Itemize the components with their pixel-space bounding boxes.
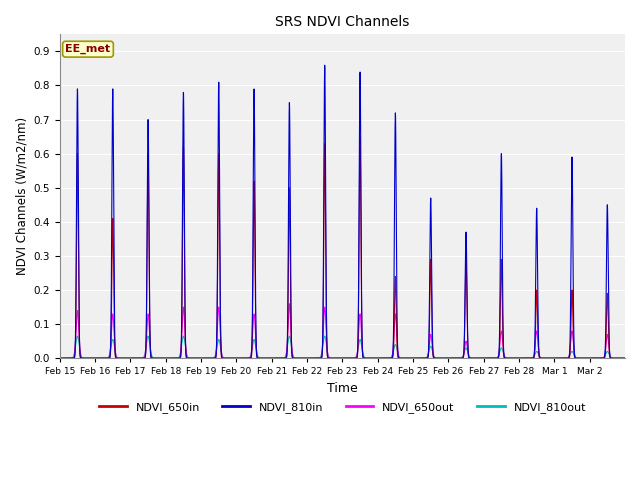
X-axis label: Time: Time bbox=[327, 382, 358, 395]
Title: SRS NDVI Channels: SRS NDVI Channels bbox=[275, 15, 410, 29]
Y-axis label: NDVI Channels (W/m2/nm): NDVI Channels (W/m2/nm) bbox=[15, 117, 28, 276]
Text: EE_met: EE_met bbox=[65, 44, 111, 54]
Legend: NDVI_650in, NDVI_810in, NDVI_650out, NDVI_810out: NDVI_650in, NDVI_810in, NDVI_650out, NDV… bbox=[95, 397, 590, 418]
